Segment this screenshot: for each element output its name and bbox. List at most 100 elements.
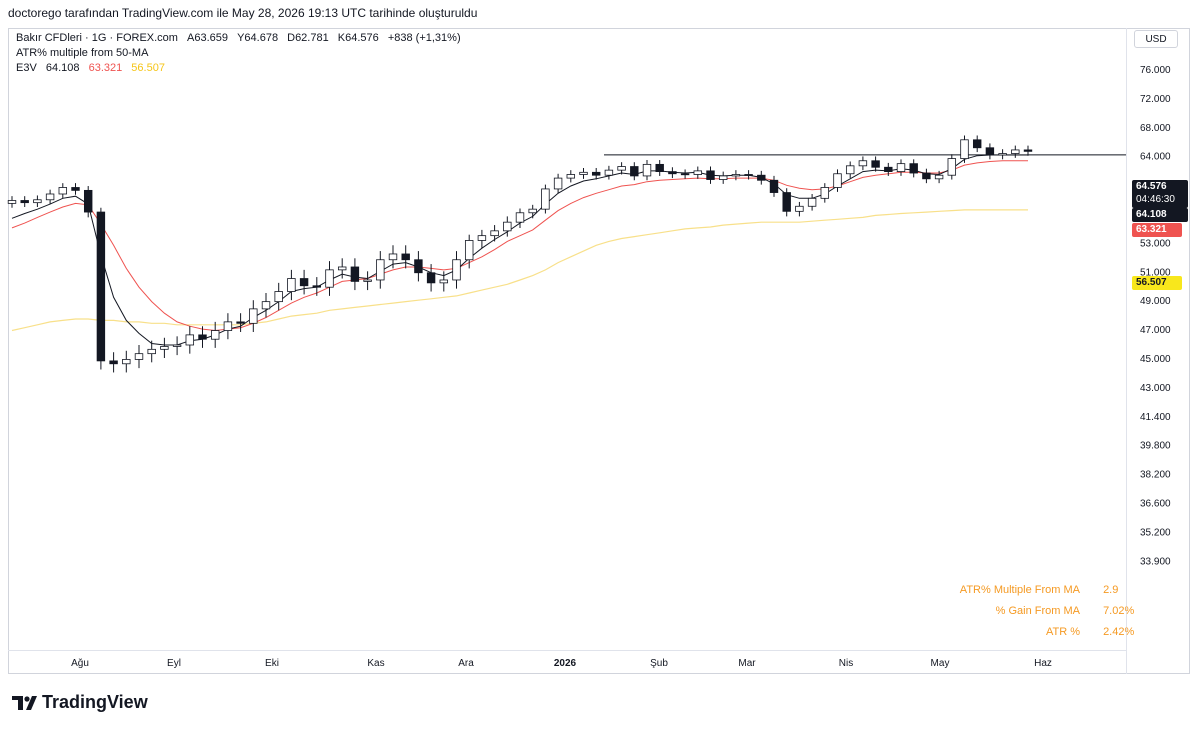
candle-body bbox=[884, 166, 893, 172]
candle-body bbox=[1023, 149, 1033, 152]
stat-row: ATR% Multiple From MA 2.9 bbox=[930, 580, 1143, 601]
candle-body bbox=[960, 139, 969, 159]
candle-body bbox=[20, 200, 29, 204]
candle-body bbox=[160, 346, 169, 350]
x-tick-label: Ağu bbox=[71, 658, 89, 669]
symbol-title[interactable]: Bakır CFDleri · 1G · FOREX.com bbox=[16, 32, 178, 44]
y-tick-label: 68.000 bbox=[1140, 123, 1171, 134]
candle-body bbox=[185, 334, 195, 346]
x-tick-label: Şub bbox=[650, 658, 668, 669]
y-tick-label: 45.000 bbox=[1140, 354, 1171, 365]
candle-body bbox=[541, 188, 550, 210]
candle-body bbox=[833, 173, 842, 188]
stat-row: % Gain From MA 7.02% bbox=[930, 601, 1143, 622]
candle-body bbox=[604, 169, 614, 176]
x-tick-label: Ara bbox=[458, 658, 474, 669]
stat-row: ATR % 2.42% bbox=[930, 622, 1143, 643]
y-tick-label: 64.000 bbox=[1140, 152, 1171, 163]
stat-label: ATR% Multiple From MA bbox=[959, 584, 1080, 596]
x-tick-label: Mar bbox=[738, 658, 756, 669]
horizontal-line-badge: 64.108 bbox=[1132, 208, 1188, 222]
currency-button[interactable]: USD bbox=[1134, 30, 1178, 48]
y-tick-label: 53.000 bbox=[1140, 238, 1171, 249]
candle-body bbox=[896, 163, 906, 172]
atr-stats-table: ATR% Multiple From MA 2.9 % Gain From MA… bbox=[930, 580, 1143, 643]
y-tick-label: 43.000 bbox=[1140, 383, 1171, 394]
candle-body bbox=[414, 259, 423, 274]
bar-countdown: 04:46:30 bbox=[1136, 194, 1175, 205]
candle-body bbox=[579, 171, 588, 175]
price-axis-divider bbox=[1126, 28, 1127, 674]
candle-body bbox=[58, 187, 68, 195]
candle-body bbox=[198, 334, 207, 340]
candle-body bbox=[426, 272, 436, 284]
candle-body bbox=[515, 212, 525, 223]
candle-body bbox=[134, 353, 144, 360]
candle-body bbox=[782, 192, 791, 212]
tradingview-wordmark[interactable]: TradingView bbox=[42, 692, 148, 712]
candle-body bbox=[376, 259, 385, 281]
ohlc-change: +838 (+1,31%) bbox=[387, 32, 461, 44]
x-tick-label: Eyl bbox=[167, 658, 181, 669]
fast-ema-line bbox=[11, 154, 1028, 346]
yellow-ma-badge: 56.507 bbox=[1132, 276, 1182, 290]
candle-body bbox=[655, 163, 664, 172]
y-tick-label: 36.600 bbox=[1140, 499, 1171, 510]
candle-body bbox=[147, 348, 156, 355]
time-axis-divider bbox=[8, 650, 1126, 651]
x-tick-label: 2026 bbox=[554, 658, 577, 669]
slow-ma-line bbox=[11, 209, 1028, 332]
candle-body bbox=[172, 344, 182, 347]
ohlc-open: A63.659 bbox=[187, 32, 229, 44]
candle-body bbox=[731, 174, 741, 177]
ema-fast-value: 64.108 bbox=[45, 62, 80, 74]
chart-attribution: doctorego tarafından TradingView.com ile… bbox=[8, 6, 478, 20]
candle-body bbox=[503, 221, 512, 232]
candle-body bbox=[236, 321, 245, 324]
stat-label: % Gain From MA bbox=[995, 605, 1080, 617]
candle-body bbox=[83, 189, 93, 213]
y-tick-label: 39.800 bbox=[1140, 441, 1171, 452]
stat-label: ATR % bbox=[1045, 626, 1080, 638]
x-tick-label: Kas bbox=[367, 658, 384, 669]
x-tick-label: May bbox=[931, 658, 950, 669]
candle-body bbox=[642, 163, 652, 177]
candle-body bbox=[985, 147, 995, 156]
candle-body bbox=[858, 160, 868, 167]
y-tick-label: 35.200 bbox=[1140, 527, 1171, 538]
candle-body bbox=[452, 259, 461, 281]
candle-body bbox=[680, 173, 690, 176]
candle-body bbox=[553, 177, 563, 190]
candle-body bbox=[972, 139, 982, 149]
candle-body bbox=[210, 330, 220, 340]
candle-body bbox=[363, 279, 372, 282]
candle-body bbox=[757, 174, 766, 181]
ohlc-close: K64.576 bbox=[337, 32, 379, 44]
red-ma-badge: 63.321 bbox=[1132, 223, 1182, 237]
candle-body bbox=[820, 187, 830, 199]
candle-body bbox=[922, 172, 931, 180]
indicator-name[interactable]: ATR% multiple from 50-MA bbox=[16, 47, 149, 59]
candle-body bbox=[477, 235, 487, 241]
candle-body bbox=[33, 199, 42, 204]
ma-slow-value: 56.507 bbox=[131, 62, 165, 74]
candle-body bbox=[7, 200, 17, 204]
y-tick-label: 49.000 bbox=[1140, 296, 1171, 307]
candle-body bbox=[871, 160, 880, 168]
candle-body bbox=[71, 187, 80, 191]
symbol-row: Bakır CFDleri · 1G · FOREX.com A63.659 Y… bbox=[16, 31, 461, 46]
candle-body bbox=[998, 153, 1007, 156]
candle-body bbox=[388, 253, 398, 261]
candle-body bbox=[617, 166, 626, 171]
tradingview-logo-icon[interactable] bbox=[12, 694, 38, 712]
candle-body bbox=[490, 230, 499, 237]
x-tick-label: Haz bbox=[1034, 658, 1052, 669]
x-tick-label: Nis bbox=[839, 658, 853, 669]
candle-body bbox=[718, 175, 728, 180]
ema-row[interactable]: E3V 64.108 63.321 56.507 bbox=[16, 61, 461, 76]
candle-body bbox=[337, 266, 347, 271]
candle-body bbox=[528, 208, 537, 214]
candle-body bbox=[122, 359, 131, 365]
candle-body bbox=[45, 193, 55, 201]
y-tick-label: 33.900 bbox=[1140, 556, 1171, 567]
